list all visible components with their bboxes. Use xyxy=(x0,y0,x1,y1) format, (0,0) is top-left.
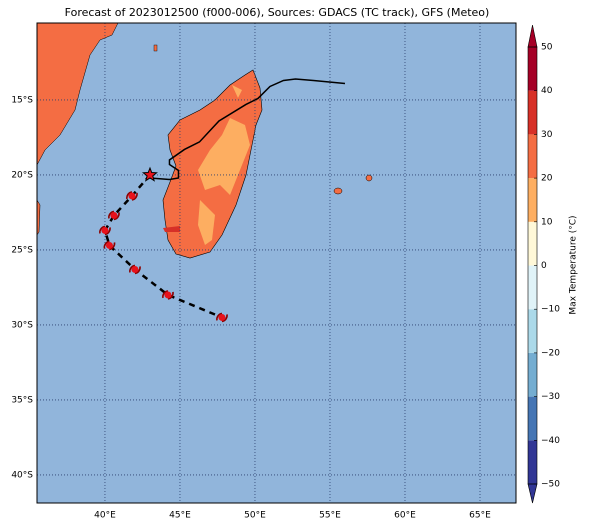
forecast-track xyxy=(103,174,223,319)
highland xyxy=(198,118,250,195)
colorbar-tick-label: 10 xyxy=(541,217,553,227)
cyclone-marker xyxy=(103,240,116,251)
cyclone-arm xyxy=(113,212,120,221)
island xyxy=(333,187,343,195)
cyclone-core xyxy=(131,265,139,273)
cyclone-arm xyxy=(134,266,141,275)
cyclone-arm xyxy=(162,290,169,299)
colorbar-extend-top xyxy=(527,24,538,48)
colorbar-extend-bottom xyxy=(527,483,538,504)
y-tick-label: 35°S xyxy=(11,395,33,405)
colorbar-tick-label: 0 xyxy=(541,261,547,271)
map-layer xyxy=(37,23,516,503)
cyclone-marker xyxy=(162,290,174,300)
cyclone-core xyxy=(164,291,172,299)
y-tick-label: 20°S xyxy=(11,170,33,180)
cyclone-arm xyxy=(221,314,228,323)
y-tick-label: 25°S xyxy=(11,245,33,255)
x-tick-label: 45°E xyxy=(169,511,191,521)
colorbar-tick-label: 20 xyxy=(541,174,553,184)
mozambique xyxy=(37,199,41,236)
cyclone-arm xyxy=(167,291,174,300)
colorbar-tick-label: −20 xyxy=(541,348,560,358)
cyclone-arm xyxy=(99,225,106,234)
cyclone-marker xyxy=(99,225,111,236)
map-title: Forecast of 2023012500 (f000-006), Sourc… xyxy=(65,6,490,19)
africa xyxy=(37,23,119,166)
y-tick-label: 15°S xyxy=(11,95,33,105)
cyclone-core xyxy=(218,313,226,321)
colorbar-label: Max Temperature (°C) xyxy=(569,215,579,314)
colorbar-band xyxy=(528,352,537,397)
colorbar-band xyxy=(528,178,537,222)
colorbar-band xyxy=(528,134,537,179)
current-position-star xyxy=(141,166,158,182)
colorbar-tick-label: −40 xyxy=(541,436,560,446)
cyclone-marker xyxy=(216,312,228,323)
colorbar-tick-label: −30 xyxy=(541,392,560,402)
warm-patch xyxy=(163,226,180,232)
x-tick-label: 55°E xyxy=(319,511,341,521)
cyclone-arm xyxy=(129,264,136,273)
y-tick-label: 30°S xyxy=(11,320,33,330)
cyclone-core xyxy=(105,241,113,249)
x-tick-label: 50°E xyxy=(244,511,266,521)
cyclone-arm xyxy=(131,192,138,201)
cyclone-marker xyxy=(108,210,120,221)
colorbar-tick-label: 50 xyxy=(541,43,553,53)
cyclone-arm xyxy=(103,240,110,249)
highland xyxy=(198,200,215,245)
observed-track xyxy=(149,78,346,181)
cyclone-core xyxy=(101,226,109,234)
cyclone-core xyxy=(128,192,136,200)
cyclone-marker xyxy=(126,191,138,201)
colorbar-band xyxy=(528,221,537,266)
colorbar-band xyxy=(528,440,537,484)
x-tick-label: 65°E xyxy=(469,511,491,521)
land xyxy=(37,23,373,259)
cyclone-arm xyxy=(216,312,223,321)
colorbar-tick-label: −50 xyxy=(541,480,560,490)
colorbar-band xyxy=(528,265,537,310)
cyclone-arm xyxy=(109,242,116,251)
colorbar-tick-label: −10 xyxy=(541,305,560,315)
island xyxy=(153,44,158,52)
x-tick-label: 40°E xyxy=(94,511,116,521)
colorbar-tick-label: 30 xyxy=(541,130,553,140)
ocean xyxy=(37,23,516,503)
cyclone-arm xyxy=(126,191,133,200)
colorbar-band xyxy=(528,309,537,353)
x-tick-label: 60°E xyxy=(394,511,416,521)
cyclone-arm xyxy=(108,210,115,219)
cyclone-core xyxy=(110,211,118,219)
cyclone-marker xyxy=(129,264,141,275)
cyclone-arm xyxy=(104,227,111,236)
colorbar-tick-label: 40 xyxy=(541,86,553,96)
colorbar-band xyxy=(528,47,537,91)
highland xyxy=(232,85,242,98)
map-frame xyxy=(36,22,517,504)
island xyxy=(365,174,373,182)
y-tick-label: 40°S xyxy=(11,470,33,480)
colorbar-band xyxy=(528,396,537,441)
colorbar-band xyxy=(528,90,537,135)
